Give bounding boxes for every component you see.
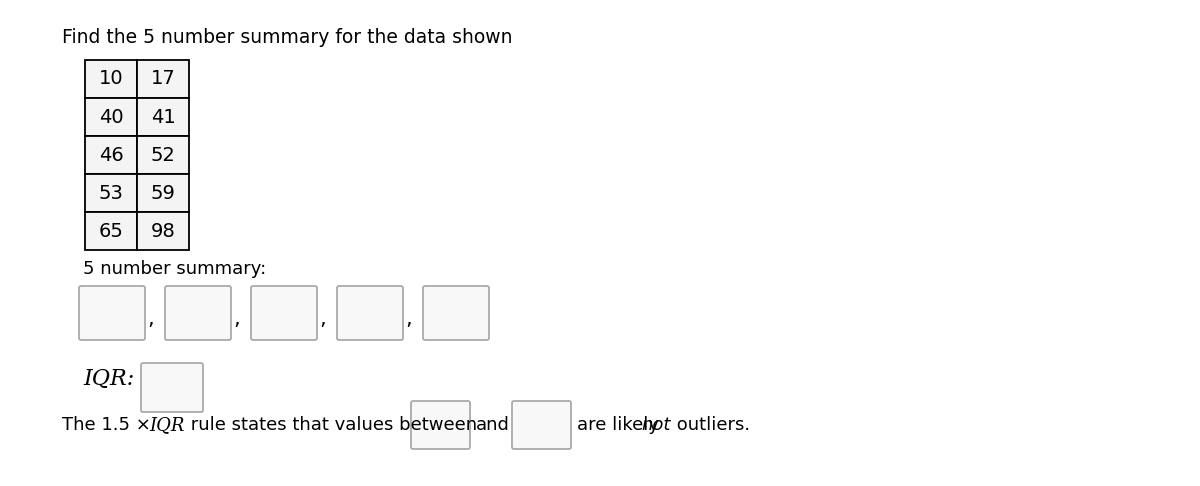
Bar [85,174,137,212]
Bar [85,98,137,136]
Text: 52: 52 [150,145,175,164]
FancyBboxPatch shape [166,286,230,340]
FancyBboxPatch shape [337,286,403,340]
Text: Find the 5 number summary for the data shown: Find the 5 number summary for the data s… [62,28,512,47]
Text: are likely: are likely [577,416,665,434]
Bar [137,136,190,174]
FancyBboxPatch shape [79,286,145,340]
Text: ,: , [406,309,412,329]
Bar [85,212,137,250]
Text: 40: 40 [98,107,124,126]
Text: ,: , [319,309,325,329]
Bar [137,212,190,250]
Text: 17: 17 [151,69,175,88]
Text: 5 number summary:: 5 number summary: [83,260,266,278]
FancyBboxPatch shape [512,401,571,449]
Bar [137,60,190,98]
Bar [85,60,137,98]
Text: not: not [641,416,671,434]
Text: ,: , [233,309,240,329]
Text: 65: 65 [98,222,124,241]
Text: 59: 59 [150,184,175,203]
Text: IQR:: IQR: [83,368,134,390]
FancyBboxPatch shape [424,286,490,340]
Text: IQR: IQR [149,416,185,434]
Text: 46: 46 [98,145,124,164]
Text: 53: 53 [98,184,124,203]
Text: 41: 41 [151,107,175,126]
Text: outliers.: outliers. [671,416,750,434]
Text: The 1.5 ×: The 1.5 × [62,416,157,434]
FancyBboxPatch shape [142,363,203,412]
FancyBboxPatch shape [251,286,317,340]
Bar [137,98,190,136]
Text: rule states that values between: rule states that values between [185,416,478,434]
Text: 10: 10 [98,69,124,88]
FancyBboxPatch shape [410,401,470,449]
Text: ,: , [148,309,154,329]
Text: 98: 98 [151,222,175,241]
Bar [137,174,190,212]
Bar [85,136,137,174]
Text: and: and [476,416,510,434]
